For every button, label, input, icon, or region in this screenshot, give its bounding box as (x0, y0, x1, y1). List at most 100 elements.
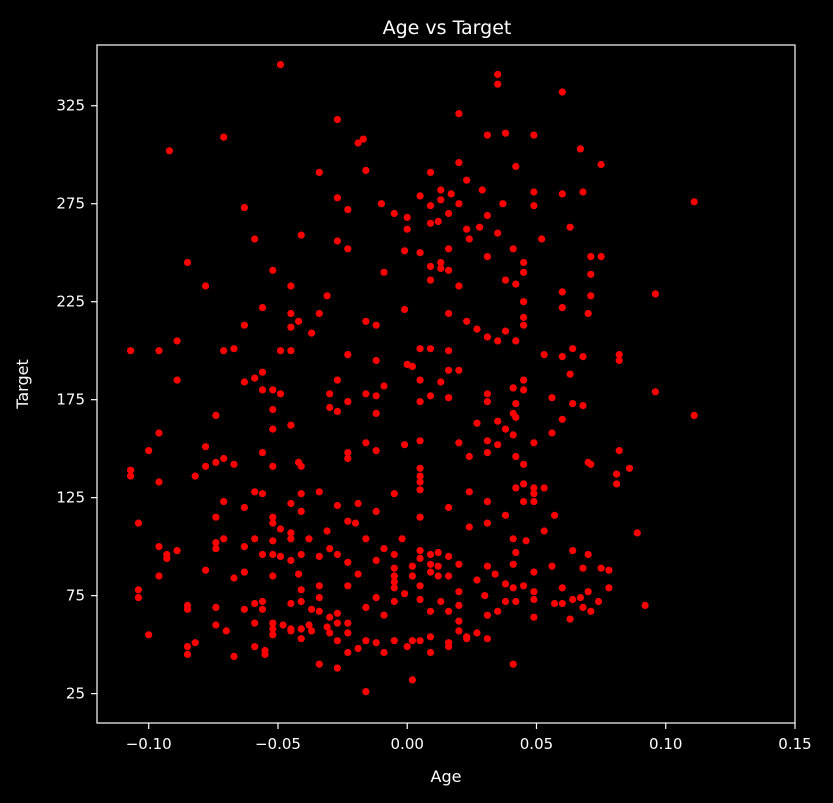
data-point-194 (269, 462, 277, 470)
data-point-227 (530, 498, 538, 506)
data-point-104 (173, 337, 181, 345)
data-point-245 (276, 525, 285, 533)
data-point-216 (315, 488, 323, 496)
data-point-134 (520, 376, 528, 384)
data-point-271 (380, 545, 388, 553)
data-point-402 (445, 643, 453, 651)
data-point-355 (551, 599, 559, 608)
data-point-13 (576, 145, 585, 153)
data-point-293 (579, 564, 587, 572)
data-point-366 (566, 615, 574, 623)
data-point-250 (509, 535, 517, 543)
data-point-4 (455, 110, 463, 118)
data-point-257 (362, 535, 370, 543)
data-point-410 (380, 648, 388, 657)
data-point-143 (426, 392, 435, 400)
data-point-407 (230, 652, 238, 661)
data-point-176 (416, 437, 424, 445)
data-point-203 (127, 472, 135, 480)
data-point-184 (615, 447, 623, 455)
data-point-42 (434, 217, 442, 225)
data-point-238 (501, 511, 510, 519)
data-point-212 (613, 480, 621, 488)
data-point-180 (145, 447, 153, 455)
data-point-182 (344, 454, 352, 463)
data-point-382 (326, 629, 334, 637)
data-point-140 (509, 384, 517, 392)
data-point-351 (390, 597, 398, 606)
data-point-335 (287, 599, 295, 608)
data-point-412 (315, 660, 323, 668)
data-point-74 (287, 282, 295, 290)
data-point-309 (390, 584, 398, 592)
data-point-298 (295, 570, 303, 578)
data-point-51 (538, 235, 546, 243)
data-point-294 (597, 564, 605, 572)
data-point-235 (269, 513, 277, 521)
data-point-120 (615, 356, 623, 365)
data-point-160 (690, 411, 698, 419)
data-point-97 (372, 321, 380, 329)
x-axis: −0.10 −0.05 0.00 0.05 0.10 0.15 (126, 723, 812, 753)
data-point-300 (390, 572, 398, 580)
data-point-188 (465, 452, 473, 461)
data-point-221 (220, 498, 228, 506)
data-point-291 (548, 562, 556, 570)
data-point-282 (344, 558, 352, 566)
data-point-243 (540, 527, 548, 535)
data-point-383 (473, 629, 481, 637)
data-point-301 (408, 572, 416, 580)
data-point-388 (455, 627, 463, 635)
data-point-394 (416, 637, 424, 645)
data-point-142 (651, 388, 660, 396)
data-point-76 (426, 276, 435, 284)
data-point-329 (315, 594, 323, 602)
data-point-190 (220, 454, 228, 463)
data-point-197 (416, 464, 424, 472)
data-point-75 (455, 282, 463, 290)
data-point-44 (476, 223, 484, 231)
data-point-175 (401, 441, 409, 449)
data-point-191 (212, 458, 220, 466)
data-point-312 (520, 582, 528, 590)
data-point-21 (478, 186, 486, 194)
data-point-157 (333, 407, 341, 415)
data-point-230 (445, 503, 453, 512)
data-point-284 (455, 560, 463, 568)
data-point-52 (403, 225, 411, 233)
data-point-249 (220, 535, 228, 543)
data-point-224 (354, 499, 362, 508)
data-point-23 (447, 190, 455, 198)
data-point-266 (297, 550, 305, 559)
data-point-27 (579, 188, 587, 196)
data-point-269 (333, 550, 341, 559)
data-point-319 (605, 584, 613, 592)
data-point-252 (240, 543, 248, 551)
data-point-24 (416, 192, 424, 200)
data-point-396 (483, 635, 491, 643)
data-point-94 (295, 317, 303, 325)
data-point-95 (287, 323, 295, 331)
data-point-46 (494, 229, 502, 237)
data-point-340 (594, 597, 603, 606)
data-point-350 (362, 603, 370, 612)
data-point-50 (333, 237, 341, 245)
data-point-137 (269, 386, 277, 394)
data-point-377 (222, 627, 230, 635)
data-point-330 (372, 594, 380, 602)
data-point-247 (323, 527, 331, 535)
data-point-86 (401, 305, 409, 314)
data-point-187 (512, 452, 520, 461)
data-point-316 (344, 582, 352, 590)
data-point-9 (220, 133, 228, 141)
data-point-32 (426, 202, 435, 210)
y-tick-label: 75 (66, 587, 85, 605)
data-point-360 (426, 607, 435, 615)
data-point-174 (362, 439, 370, 447)
data-point-405 (403, 643, 411, 651)
data-point-254 (212, 545, 220, 553)
data-point-33 (455, 200, 463, 208)
data-point-18 (426, 168, 435, 176)
data-point-362 (530, 613, 538, 621)
data-point-39 (445, 209, 453, 218)
